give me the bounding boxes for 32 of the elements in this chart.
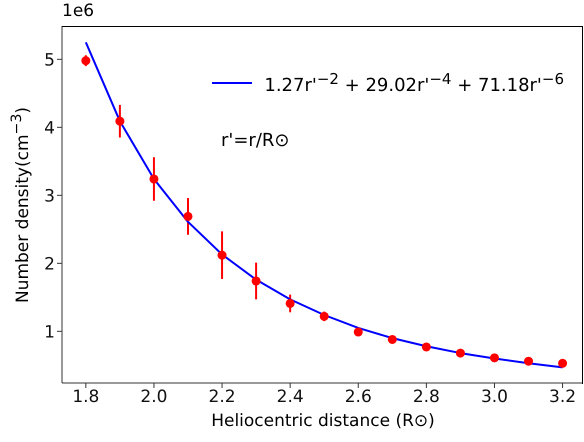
- y-tick-label: 1: [44, 322, 55, 342]
- x-tick-label: 2.6: [344, 387, 372, 408]
- y-tick-label: 3: [44, 186, 55, 206]
- x-tick-label: 2.2: [208, 387, 236, 408]
- x-tick-label: 2.8: [412, 387, 440, 408]
- x-tick-label: 3.0: [480, 387, 508, 408]
- point: [115, 116, 124, 126]
- point: [422, 342, 431, 352]
- point: [388, 334, 397, 344]
- point: [524, 356, 534, 366]
- point: [81, 56, 90, 66]
- x-tick-label: 2.0: [140, 387, 168, 408]
- y-tick-label: 2: [44, 254, 55, 274]
- x-axis-title: Heliocentric distance (R⊙): [210, 411, 436, 431]
- point: [183, 212, 193, 221]
- point: [286, 298, 295, 308]
- x-tick-label: 1.8: [72, 387, 100, 408]
- point: [252, 276, 261, 286]
- point: [558, 358, 568, 368]
- point: [354, 327, 363, 337]
- point: [490, 353, 499, 362]
- legend-label: 1.27r'$^{−2}$ + 29.02r'$^{−4}$ + 71.18r'$^{−6}$: [264, 70, 564, 96]
- point: [320, 312, 329, 321]
- x-tick-label: 2.4: [276, 387, 304, 408]
- text: 1e6: [62, 1, 94, 21]
- point: [456, 348, 465, 358]
- point: [149, 174, 158, 184]
- y-tick-label: 5: [44, 50, 55, 70]
- x-tick-label: 3.2: [549, 387, 576, 408]
- point: [218, 250, 227, 260]
- annotation: r'=r/R⊙: [221, 130, 290, 151]
- y-tick-label: 4: [44, 118, 55, 138]
